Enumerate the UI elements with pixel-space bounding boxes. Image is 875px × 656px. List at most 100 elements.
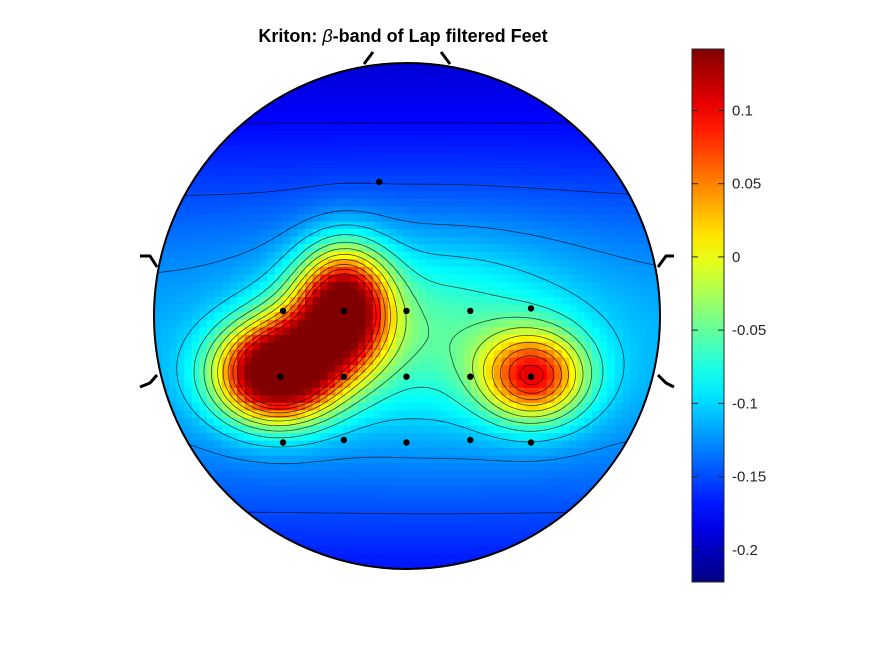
map-cell bbox=[335, 327, 344, 336]
map-cell bbox=[365, 214, 374, 223]
map-cell bbox=[191, 146, 200, 155]
map-cell bbox=[584, 282, 593, 291]
map-cell bbox=[501, 63, 510, 72]
map-cell bbox=[237, 161, 246, 170]
map-cell bbox=[274, 470, 283, 479]
map-cell bbox=[576, 417, 586, 427]
map-cell bbox=[448, 100, 457, 109]
map-cell bbox=[357, 304, 367, 313]
map-cell bbox=[524, 470, 533, 479]
map-cell bbox=[199, 516, 208, 525]
map-cell bbox=[576, 425, 586, 434]
map-cell bbox=[448, 395, 457, 404]
map-cell bbox=[448, 402, 457, 411]
map-cell bbox=[629, 93, 638, 102]
map-cell bbox=[493, 561, 502, 569]
map-cell bbox=[267, 440, 276, 449]
map-cell bbox=[357, 289, 367, 298]
map-cell bbox=[244, 153, 253, 162]
map-cell bbox=[373, 410, 382, 419]
map-cell bbox=[614, 312, 623, 321]
map-cell bbox=[342, 478, 351, 487]
map-cell bbox=[244, 440, 253, 449]
map-cell bbox=[569, 463, 578, 472]
map-cell bbox=[524, 289, 533, 298]
map-cell bbox=[546, 63, 555, 72]
map-cell bbox=[380, 259, 389, 268]
map-cell bbox=[199, 334, 208, 344]
map-cell bbox=[637, 138, 646, 147]
map-cell bbox=[607, 327, 616, 336]
map-cell bbox=[425, 168, 435, 177]
map-cell bbox=[516, 289, 525, 298]
map-cell bbox=[584, 229, 593, 238]
map-cell bbox=[471, 130, 480, 140]
map-cell bbox=[154, 214, 163, 223]
map-cell bbox=[154, 508, 163, 517]
map-cell bbox=[614, 191, 623, 200]
map-cell bbox=[320, 236, 329, 245]
map-cell bbox=[614, 183, 623, 192]
map-cell bbox=[599, 93, 608, 102]
map-cell bbox=[380, 289, 389, 298]
map-cell bbox=[637, 470, 646, 479]
map-cell bbox=[320, 455, 329, 464]
map-cell bbox=[531, 334, 540, 344]
map-cell bbox=[637, 387, 646, 396]
map-cell bbox=[373, 448, 382, 457]
map-cell bbox=[154, 191, 163, 200]
map-cell bbox=[169, 153, 178, 162]
map-cell bbox=[365, 100, 374, 109]
map-cell bbox=[471, 282, 480, 291]
map-cell bbox=[622, 417, 631, 427]
map-cell bbox=[259, 146, 268, 155]
map-cell bbox=[501, 334, 510, 344]
map-cell bbox=[305, 229, 314, 238]
map-cell bbox=[539, 198, 548, 208]
map-cell bbox=[561, 523, 570, 532]
map-cell bbox=[365, 531, 374, 540]
map-cell bbox=[539, 410, 548, 419]
map-cell bbox=[463, 153, 472, 162]
map-cell bbox=[184, 417, 193, 427]
map-cell bbox=[403, 198, 412, 208]
map-cell bbox=[244, 259, 253, 268]
map-cell bbox=[546, 448, 555, 457]
map-cell bbox=[305, 214, 314, 223]
map-cell bbox=[191, 410, 200, 419]
map-cell bbox=[478, 425, 487, 434]
map-cell bbox=[561, 448, 570, 457]
map-cell bbox=[199, 342, 208, 351]
map-cell bbox=[425, 433, 435, 442]
map-cell bbox=[373, 93, 382, 102]
map-cell bbox=[644, 297, 654, 306]
map-cell bbox=[327, 463, 336, 472]
map-cell bbox=[305, 115, 314, 125]
map-cell bbox=[267, 463, 276, 472]
map-cell bbox=[184, 153, 193, 162]
map-cell bbox=[629, 417, 638, 427]
electrode-dot bbox=[527, 439, 535, 446]
map-cell bbox=[478, 206, 487, 215]
map-cell bbox=[289, 130, 299, 140]
map-cell bbox=[493, 553, 502, 563]
map-cell bbox=[267, 425, 276, 434]
map-cell bbox=[516, 334, 525, 344]
map-cell bbox=[342, 274, 351, 283]
map-cell bbox=[169, 478, 178, 487]
map-cell bbox=[297, 334, 306, 344]
map-cell bbox=[456, 304, 465, 313]
map-cell bbox=[237, 440, 246, 449]
map-cell bbox=[614, 372, 623, 381]
map-cell bbox=[644, 206, 654, 215]
map-cell bbox=[206, 561, 216, 569]
map-cell bbox=[599, 70, 608, 79]
map-cell bbox=[546, 440, 555, 449]
map-cell bbox=[471, 176, 480, 185]
map-cell bbox=[274, 266, 283, 276]
map-cell bbox=[365, 538, 374, 547]
map-cell bbox=[493, 191, 502, 200]
map-cell bbox=[403, 448, 412, 457]
map-cell bbox=[614, 501, 623, 510]
map-cell bbox=[576, 251, 586, 260]
